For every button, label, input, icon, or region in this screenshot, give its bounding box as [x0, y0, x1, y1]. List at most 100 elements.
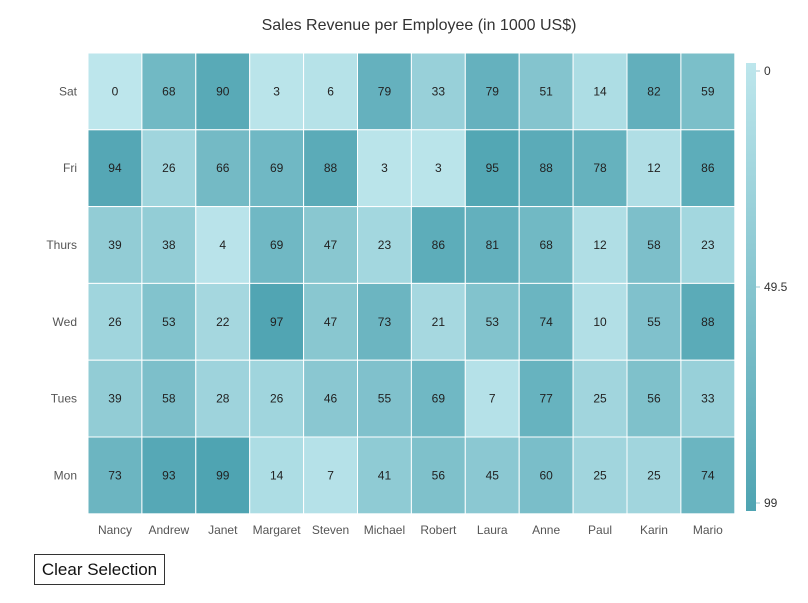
cell-value-label: 14 — [270, 468, 284, 482]
x-axis-label: Janet — [208, 523, 238, 537]
heatmap-cell[interactable] — [87, 206, 143, 284]
heatmap-cell[interactable] — [464, 52, 520, 131]
cell-value-label: 39 — [108, 238, 122, 252]
heatmap-cell[interactable] — [141, 52, 197, 131]
heatmap-cell[interactable] — [518, 436, 574, 515]
heatmap-cell[interactable] — [249, 282, 305, 361]
x-axis-label: Nancy — [98, 523, 132, 537]
cell-value-label: 88 — [324, 161, 338, 175]
cell-value-label: 97 — [270, 315, 284, 329]
clear-selection-button[interactable]: Clear Selection — [34, 554, 165, 585]
cell-value-label: 81 — [486, 238, 500, 252]
heatmap-cell[interactable] — [141, 436, 197, 515]
heatmap-cell[interactable] — [303, 206, 359, 284]
heatmap-cell[interactable] — [357, 359, 412, 438]
heatmap-cell[interactable] — [680, 282, 736, 361]
heatmap-cell[interactable] — [303, 359, 359, 438]
heatmap-cell[interactable] — [572, 129, 628, 208]
heatmap-cell[interactable] — [195, 282, 251, 361]
heatmap-cell[interactable] — [87, 52, 143, 131]
cell-value-label: 99 — [216, 468, 230, 482]
heatmap-cell[interactable] — [141, 282, 197, 361]
heatmap-cell[interactable] — [572, 436, 628, 515]
heatmap-cell[interactable] — [87, 282, 143, 361]
y-axis-label: Mon — [54, 468, 77, 482]
cell-value-label: 69 — [432, 392, 446, 406]
cell-value-label: 12 — [647, 161, 661, 175]
cell-value-label: 28 — [216, 392, 230, 406]
x-axis-label: Michael — [364, 523, 405, 537]
cell-value-label: 12 — [593, 238, 607, 252]
cell-value-label: 73 — [108, 468, 122, 482]
legend-label: 99 — [764, 496, 778, 510]
heatmap-cell[interactable] — [357, 129, 412, 208]
heatmap-cell[interactable] — [87, 359, 143, 438]
cell-value-label: 59 — [701, 84, 715, 98]
cell-value-label: 39 — [108, 392, 122, 406]
heatmap-cell[interactable] — [87, 436, 143, 515]
heatmap-cell[interactable] — [249, 206, 305, 284]
heatmap-cell[interactable] — [680, 52, 736, 131]
cell-value-label: 88 — [701, 315, 715, 329]
heatmap-cell[interactable] — [357, 436, 412, 515]
cell-value-label: 94 — [108, 161, 122, 175]
y-axis-label: Tues — [51, 392, 77, 406]
cell-value-label: 45 — [486, 468, 500, 482]
heatmap-cell[interactable] — [303, 129, 359, 208]
cell-value-label: 23 — [378, 238, 392, 252]
heatmap-cell[interactable] — [626, 359, 682, 438]
heatmap-cell[interactable] — [464, 359, 520, 438]
heatmap-cell[interactable] — [572, 52, 628, 131]
heatmap-cell[interactable] — [410, 359, 466, 438]
cell-value-label: 4 — [219, 238, 226, 252]
heatmap-cell[interactable] — [410, 206, 466, 284]
cell-value-label: 93 — [162, 468, 176, 482]
legend-label: 49.5 — [764, 280, 788, 294]
heatmap-cell[interactable] — [464, 436, 520, 515]
heatmap-cell[interactable] — [195, 206, 251, 284]
cell-value-label: 60 — [539, 468, 553, 482]
heatmap-cell[interactable] — [626, 129, 682, 208]
cell-value-label: 26 — [270, 392, 284, 406]
cell-value-label: 25 — [647, 468, 661, 482]
cell-value-label: 7 — [489, 392, 496, 406]
heatmap-chart: Sales Revenue per Employee (in 1000 US$)… — [46, 17, 788, 537]
heatmap-cell[interactable] — [141, 359, 197, 438]
heatmap-cell[interactable] — [195, 52, 251, 131]
y-axis-labels: Sat Fri Thurs Wed Tues Mon — [46, 84, 77, 482]
heatmap-cell[interactable] — [249, 129, 305, 208]
heatmap-cell[interactable] — [357, 282, 412, 361]
heatmap-cell[interactable] — [572, 282, 628, 361]
cell-value-label: 33 — [701, 392, 715, 406]
cell-value-label: 82 — [647, 84, 661, 98]
heatmap-cell[interactable] — [464, 129, 520, 208]
cell-value-label: 56 — [432, 468, 446, 482]
x-axis-label: Anne — [532, 523, 560, 537]
x-axis-label: Paul — [588, 523, 612, 537]
cell-value-label: 69 — [270, 238, 284, 252]
legend-gradient-bar — [746, 63, 756, 511]
cell-value-label: 69 — [270, 161, 284, 175]
heatmap-cell[interactable] — [410, 436, 466, 515]
y-axis-label: Sat — [59, 84, 78, 98]
heatmap-cell[interactable] — [357, 52, 412, 131]
heatmap-cell[interactable] — [195, 359, 251, 438]
cell-value-label: 56 — [647, 392, 661, 406]
cell-value-label: 25 — [593, 468, 607, 482]
heatmap-cell[interactable] — [141, 129, 197, 208]
heatmap-cell[interactable] — [518, 129, 574, 208]
heatmap-cell[interactable] — [410, 282, 466, 361]
heatmap-cell[interactable] — [680, 129, 736, 208]
cell-value-label: 14 — [593, 84, 607, 98]
cell-value-label: 58 — [647, 238, 661, 252]
cell-value-label: 33 — [432, 84, 446, 98]
heatmap-cell[interactable] — [518, 282, 574, 361]
heatmap-cell[interactable] — [249, 52, 305, 131]
heatmap-cell[interactable] — [680, 436, 736, 515]
heatmap-cell[interactable] — [626, 282, 682, 361]
heatmap-cell[interactable] — [249, 436, 305, 515]
heatmap-cell[interactable] — [410, 129, 466, 208]
heatmap-cell[interactable] — [680, 206, 736, 284]
cell-value-label: 38 — [162, 238, 176, 252]
